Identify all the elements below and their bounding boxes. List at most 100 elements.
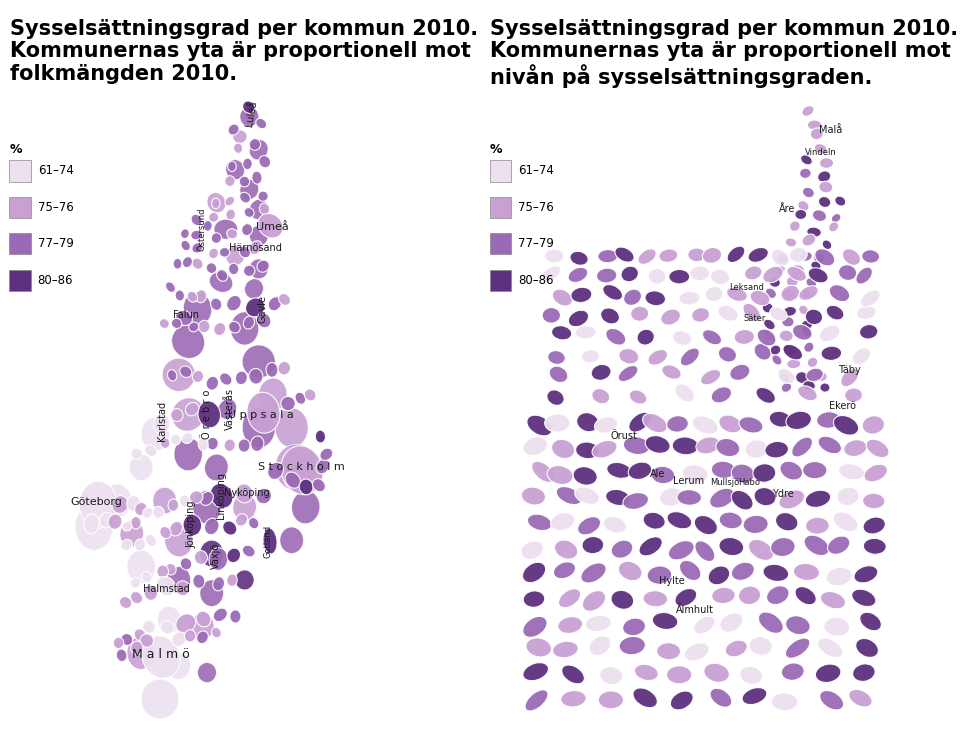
Text: 80–86: 80–86 xyxy=(37,274,73,287)
Ellipse shape xyxy=(167,567,190,593)
Ellipse shape xyxy=(521,487,545,505)
Ellipse shape xyxy=(527,514,552,531)
Ellipse shape xyxy=(623,618,645,635)
Ellipse shape xyxy=(818,638,843,657)
Ellipse shape xyxy=(792,437,812,457)
Ellipse shape xyxy=(757,329,776,346)
Ellipse shape xyxy=(183,292,211,326)
Ellipse shape xyxy=(635,664,659,681)
Ellipse shape xyxy=(862,416,884,434)
Ellipse shape xyxy=(811,261,821,270)
Text: nivån på sysselsättningsgraden.: nivån på sysselsättningsgraden. xyxy=(490,64,872,88)
Ellipse shape xyxy=(211,627,221,638)
Ellipse shape xyxy=(204,220,212,232)
Ellipse shape xyxy=(756,387,776,403)
Ellipse shape xyxy=(561,690,587,707)
Ellipse shape xyxy=(796,371,808,384)
Ellipse shape xyxy=(224,439,235,451)
Ellipse shape xyxy=(183,514,202,536)
Ellipse shape xyxy=(233,130,247,143)
Ellipse shape xyxy=(278,293,291,305)
Ellipse shape xyxy=(259,378,287,411)
Ellipse shape xyxy=(749,637,772,656)
Ellipse shape xyxy=(268,462,283,480)
Ellipse shape xyxy=(167,370,177,381)
Ellipse shape xyxy=(755,344,771,360)
Ellipse shape xyxy=(121,539,132,550)
Ellipse shape xyxy=(171,434,180,445)
Ellipse shape xyxy=(594,417,617,433)
Ellipse shape xyxy=(251,436,264,451)
Ellipse shape xyxy=(844,440,867,456)
Ellipse shape xyxy=(578,517,601,535)
Ellipse shape xyxy=(172,325,204,358)
Ellipse shape xyxy=(859,325,877,339)
Ellipse shape xyxy=(819,196,830,208)
Ellipse shape xyxy=(749,539,774,560)
Ellipse shape xyxy=(191,230,202,240)
Ellipse shape xyxy=(250,259,268,279)
Ellipse shape xyxy=(628,462,652,480)
Ellipse shape xyxy=(694,515,717,535)
Ellipse shape xyxy=(250,199,268,220)
Ellipse shape xyxy=(645,435,670,453)
Ellipse shape xyxy=(611,590,634,609)
Ellipse shape xyxy=(120,520,143,547)
Ellipse shape xyxy=(657,643,681,660)
Ellipse shape xyxy=(257,260,269,272)
Ellipse shape xyxy=(783,344,797,355)
Ellipse shape xyxy=(696,437,720,454)
Ellipse shape xyxy=(112,496,129,514)
Ellipse shape xyxy=(818,436,842,453)
Ellipse shape xyxy=(701,369,721,385)
Ellipse shape xyxy=(612,540,633,558)
Text: M a l m ö: M a l m ö xyxy=(132,647,190,660)
Ellipse shape xyxy=(181,241,190,250)
Ellipse shape xyxy=(84,514,99,534)
Ellipse shape xyxy=(679,292,700,305)
Ellipse shape xyxy=(677,490,702,505)
Ellipse shape xyxy=(554,562,575,579)
Ellipse shape xyxy=(192,243,203,253)
Ellipse shape xyxy=(606,490,630,505)
Ellipse shape xyxy=(233,143,243,153)
Ellipse shape xyxy=(771,249,789,266)
Ellipse shape xyxy=(781,663,804,681)
Ellipse shape xyxy=(814,253,825,263)
Ellipse shape xyxy=(711,461,735,478)
Ellipse shape xyxy=(598,250,617,262)
Ellipse shape xyxy=(218,399,237,420)
Ellipse shape xyxy=(785,616,810,635)
Ellipse shape xyxy=(240,180,258,199)
Ellipse shape xyxy=(669,269,689,284)
Ellipse shape xyxy=(263,528,277,554)
Text: Halmstad: Halmstad xyxy=(143,584,190,594)
Ellipse shape xyxy=(145,444,156,456)
Ellipse shape xyxy=(828,222,839,232)
Ellipse shape xyxy=(180,495,190,507)
Ellipse shape xyxy=(200,580,224,606)
Ellipse shape xyxy=(769,411,791,427)
Ellipse shape xyxy=(559,589,581,608)
Ellipse shape xyxy=(629,412,651,432)
Ellipse shape xyxy=(603,284,622,300)
Ellipse shape xyxy=(772,355,782,365)
FancyBboxPatch shape xyxy=(490,197,511,218)
Ellipse shape xyxy=(249,368,263,384)
Ellipse shape xyxy=(182,256,192,268)
Ellipse shape xyxy=(806,368,824,381)
Ellipse shape xyxy=(763,564,789,581)
Ellipse shape xyxy=(648,268,666,284)
Ellipse shape xyxy=(638,249,657,265)
Ellipse shape xyxy=(220,373,232,385)
Ellipse shape xyxy=(708,566,730,585)
Ellipse shape xyxy=(159,526,171,538)
Ellipse shape xyxy=(193,490,221,523)
Ellipse shape xyxy=(201,492,213,505)
Ellipse shape xyxy=(818,171,830,182)
Ellipse shape xyxy=(227,548,241,562)
Ellipse shape xyxy=(758,612,783,633)
Ellipse shape xyxy=(189,322,199,332)
Ellipse shape xyxy=(551,513,575,531)
Ellipse shape xyxy=(703,247,722,263)
